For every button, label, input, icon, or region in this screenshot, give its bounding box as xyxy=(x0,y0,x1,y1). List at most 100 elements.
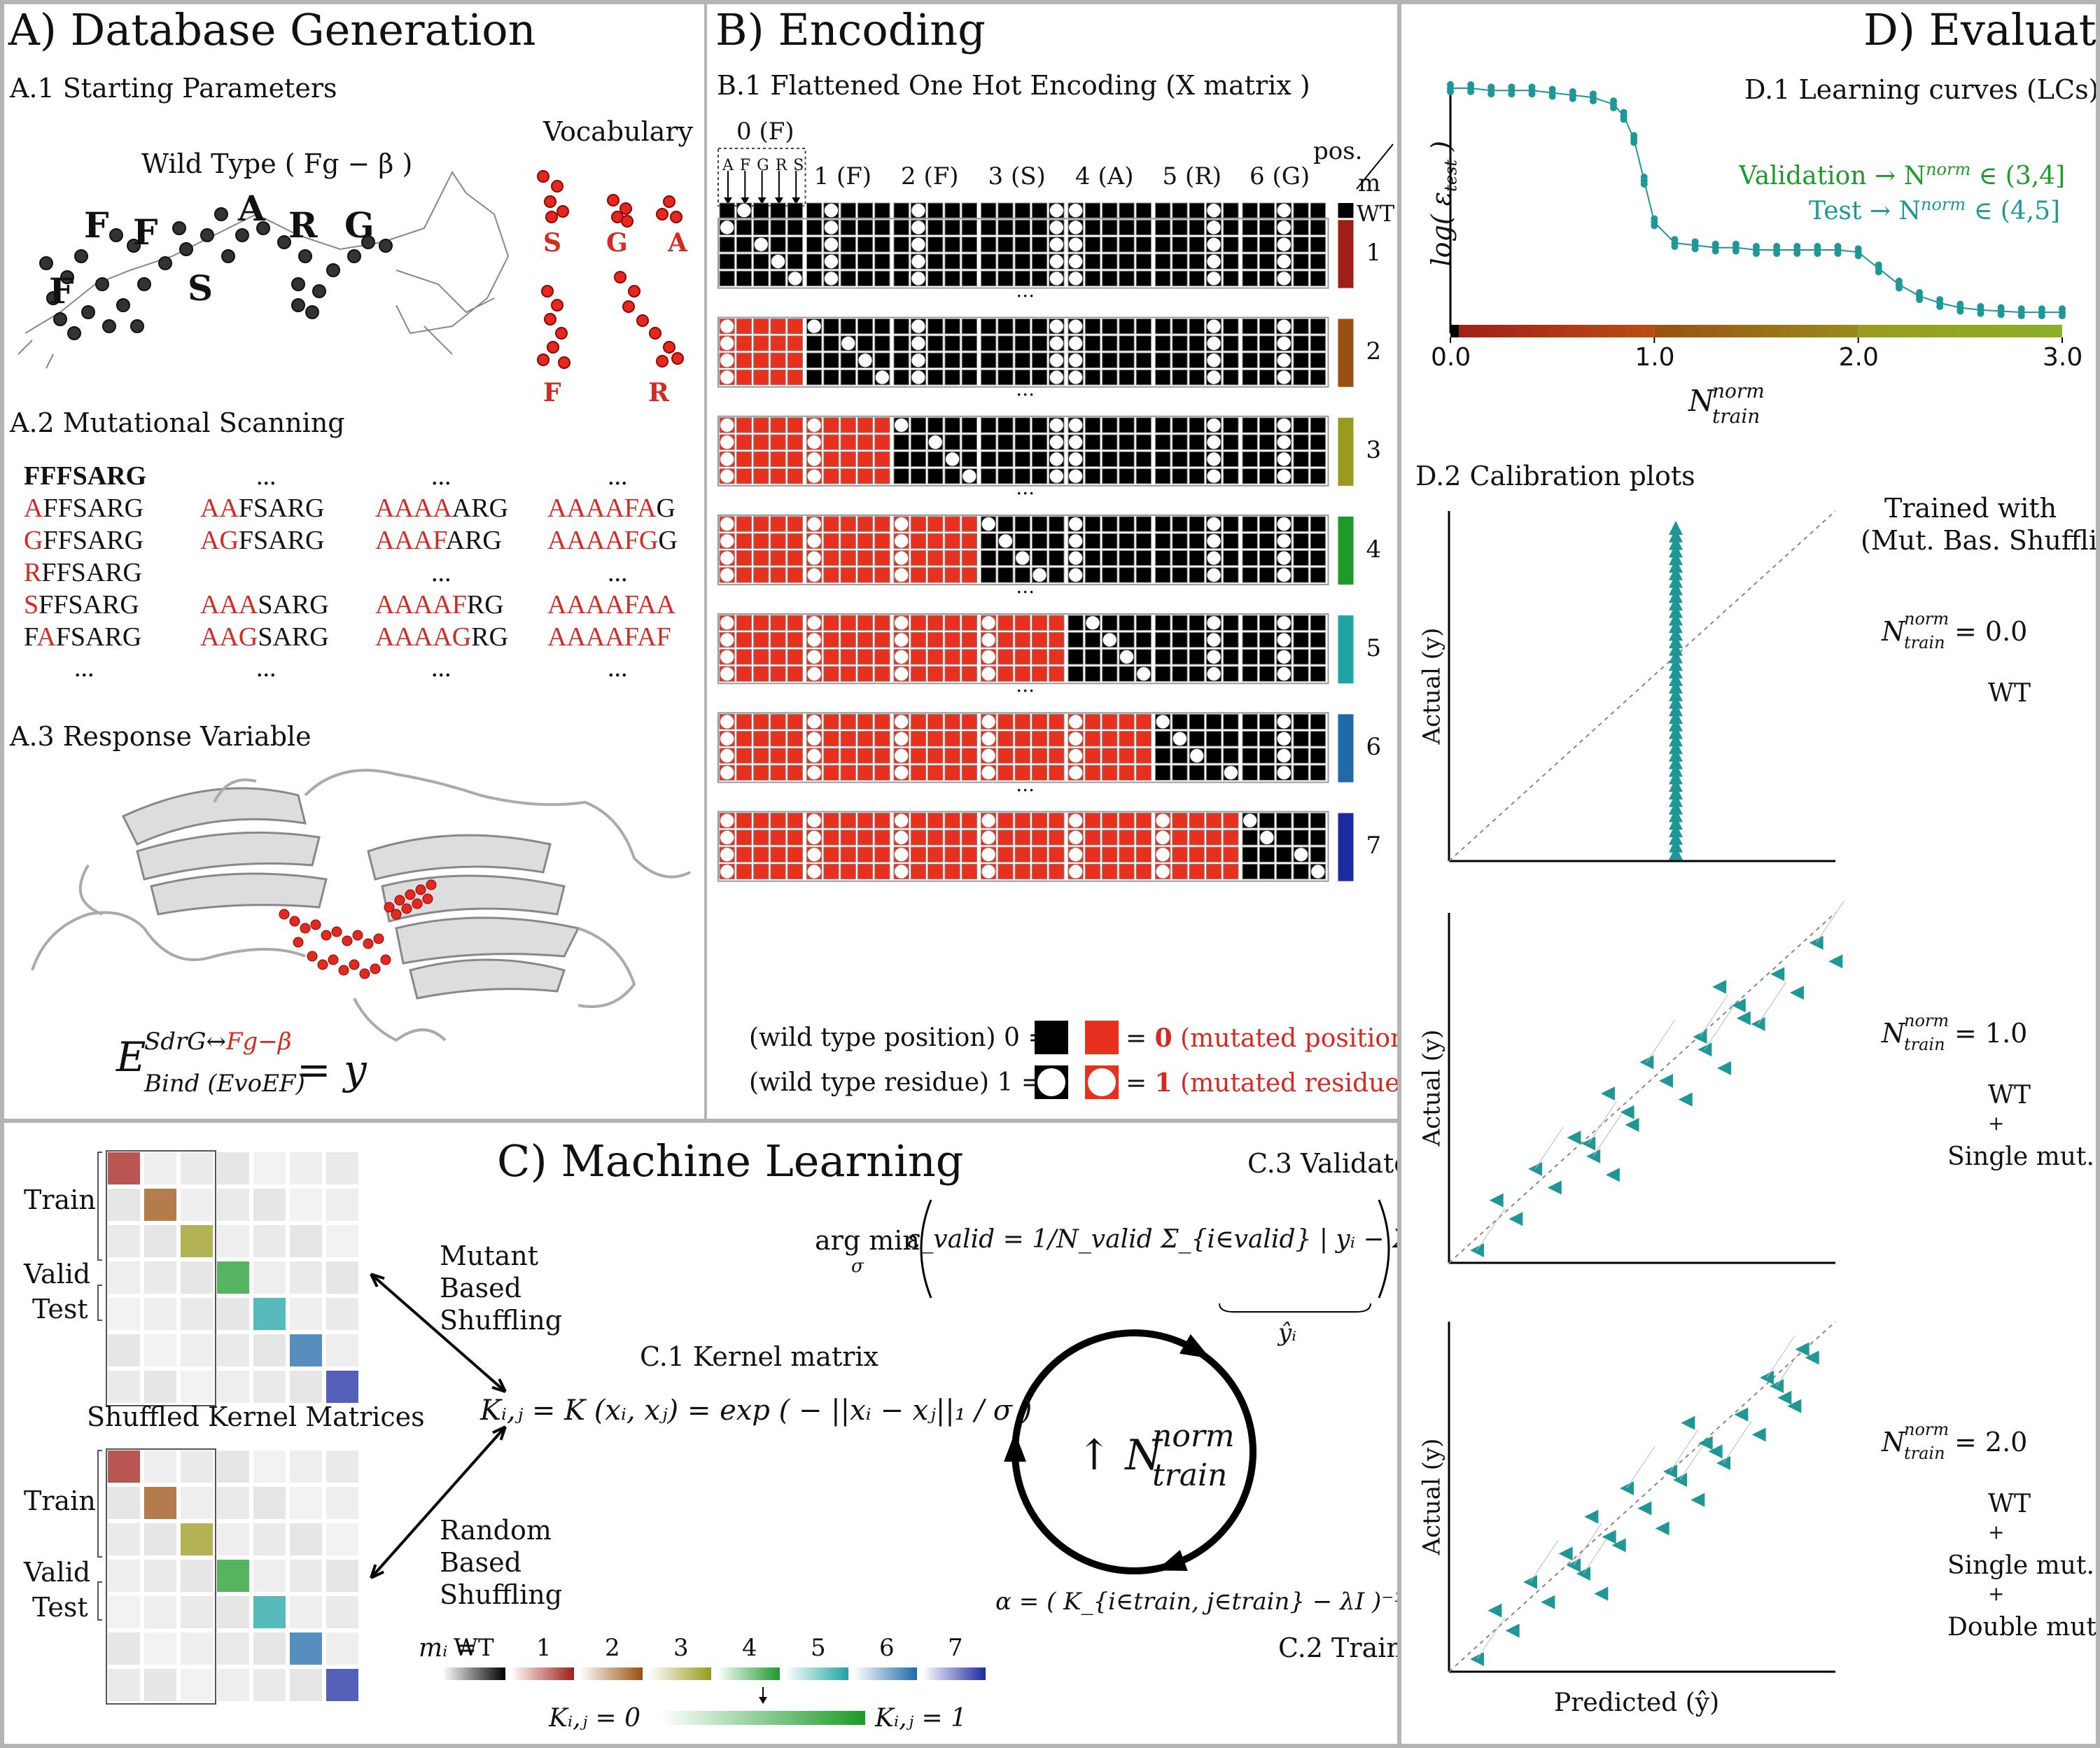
kernel-cell xyxy=(253,1487,286,1519)
cal-plot-3-annot-0: WT xyxy=(1988,1490,2031,1518)
one-hot-encoding-matrix xyxy=(718,144,1394,882)
encoding-cell xyxy=(857,550,874,566)
encoding-cell xyxy=(910,731,927,747)
encoding-one-dot xyxy=(788,272,802,286)
cal-point xyxy=(1669,649,1683,664)
residue-letter-4: S xyxy=(188,267,214,309)
encoding-cell xyxy=(770,615,786,631)
encoding-cell xyxy=(1293,631,1309,648)
calibration-plots xyxy=(1448,510,1845,1673)
cal-point xyxy=(1669,559,1683,573)
row-label-6: 6 xyxy=(1366,732,1382,761)
encoding-cell xyxy=(910,649,927,665)
encoding-cell xyxy=(857,468,874,484)
encoding-cell xyxy=(961,516,978,532)
encoding-cell xyxy=(736,219,752,236)
encoding-cell xyxy=(1259,516,1275,532)
encoding-cell xyxy=(1084,352,1101,368)
encoding-cell xyxy=(1223,713,1239,730)
mutant-shuffled-kernel xyxy=(106,1150,358,1406)
encoding-cell xyxy=(1135,468,1152,484)
mi-value-0: WT xyxy=(454,1634,494,1662)
encoding-cell xyxy=(1310,369,1326,386)
encoding-one-dot xyxy=(824,272,839,286)
kernel-cell xyxy=(290,1560,322,1592)
encoding-cell xyxy=(857,369,874,386)
encoding-cell xyxy=(961,713,978,730)
encoding-cell xyxy=(1293,417,1309,433)
encoding-one-dot xyxy=(1069,534,1083,548)
encoding-cell xyxy=(1031,516,1048,532)
trained-with-1: Trained with xyxy=(1884,493,2057,524)
encoding-cell xyxy=(944,369,960,386)
encoding-cell xyxy=(1310,516,1326,532)
encoding-one-dot xyxy=(1277,469,1291,483)
legend-mut-residue: = 1 (mutated residue) xyxy=(1126,1068,1397,1098)
encoding-cell xyxy=(1259,253,1275,270)
lc-point xyxy=(1875,261,1882,269)
encoding-cell xyxy=(840,713,856,730)
mi-scale-4 xyxy=(717,1667,780,1680)
kernel-cell xyxy=(108,1632,140,1665)
cal-point xyxy=(1669,634,1683,648)
encoding-one-dot xyxy=(981,667,995,681)
encoding-cell xyxy=(1135,417,1152,433)
encoding-cell xyxy=(770,219,786,236)
encoding-one-dot xyxy=(911,254,925,269)
encoding-cell xyxy=(1084,813,1101,829)
encoding-cell xyxy=(1310,270,1326,287)
encoding-cell xyxy=(1049,748,1065,764)
encoding-one-dot xyxy=(1069,568,1083,582)
first-group-box xyxy=(718,148,806,207)
encoding-cell xyxy=(1189,615,1205,631)
encoding-cell xyxy=(806,237,822,253)
encoding-cell xyxy=(874,666,890,682)
encoding-cell xyxy=(1119,202,1135,218)
encoding-cell xyxy=(1242,202,1258,218)
seq-c2-r1: AAFSARG xyxy=(200,494,325,523)
encoding-cell xyxy=(1014,451,1030,468)
encoding-cell xyxy=(1259,369,1275,386)
encoding-cell xyxy=(1119,830,1135,846)
cycle-sup: norm xyxy=(1152,1418,1235,1454)
encoding-cell xyxy=(823,417,839,433)
cal-point xyxy=(1809,935,1823,950)
legend-wt-position: (wild type position) 0 = xyxy=(749,1023,1049,1052)
encoding-cell xyxy=(770,649,786,665)
encoding-cell xyxy=(736,649,752,665)
encoding-one-dot xyxy=(1207,221,1221,235)
encoding-cell xyxy=(1031,713,1048,730)
lc-point xyxy=(1936,295,1944,303)
encoding-cell xyxy=(753,369,769,386)
encoding-cell xyxy=(753,253,769,270)
cal-point xyxy=(1669,800,1683,815)
cal-link xyxy=(1592,1114,1622,1156)
encoding-cell xyxy=(787,219,803,236)
encoding-one-dot xyxy=(875,370,889,384)
seq-c4-r1: AAAAFAG xyxy=(547,494,676,523)
encoding-cell xyxy=(874,533,890,550)
encoding-cell xyxy=(1031,219,1048,236)
encoding-cell xyxy=(1014,615,1030,631)
seq-c2-r4: AAASARG xyxy=(200,590,329,620)
encoding-cell xyxy=(997,417,1014,433)
random-shuffling-3: Shuffling xyxy=(440,1579,563,1610)
encoding-cell xyxy=(736,352,752,368)
cal-point xyxy=(1828,954,1843,969)
encoding-one-dot xyxy=(1207,237,1221,251)
encoding-cell xyxy=(961,830,978,846)
encoding-one-dot xyxy=(1049,435,1063,449)
cal-point xyxy=(1669,566,1683,580)
encoding-cell xyxy=(736,731,752,747)
encoding-cell xyxy=(857,830,874,846)
encoding-one-dot xyxy=(1277,517,1291,531)
kernel-cell xyxy=(253,1334,286,1366)
encoding-cell xyxy=(1242,352,1258,368)
encoding-cell xyxy=(927,202,944,218)
kernel-cell xyxy=(290,1225,322,1257)
kernel-cell xyxy=(253,1261,286,1294)
encoding-cell xyxy=(1155,533,1171,550)
encoding-one-dot xyxy=(1049,237,1063,251)
encoding-cell xyxy=(1172,237,1188,253)
encoding-cell xyxy=(997,253,1014,270)
